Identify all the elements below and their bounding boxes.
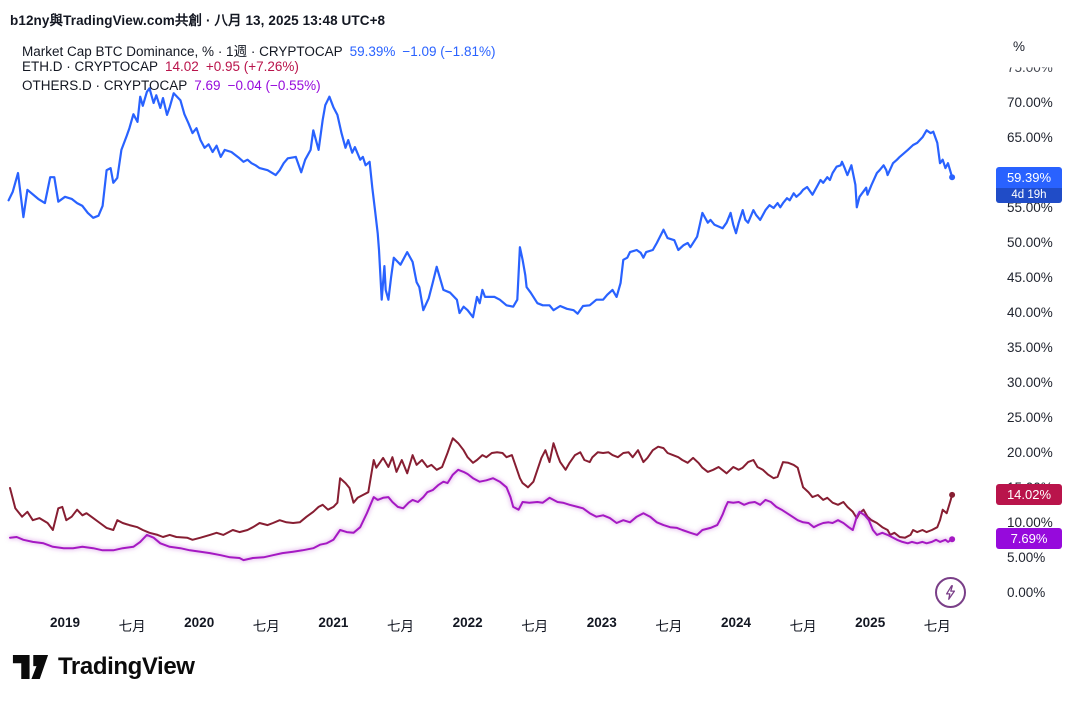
series-value-btc: 59.39% — [349, 44, 396, 59]
series-value-eth: 14.02 — [165, 59, 199, 74]
chart-legend: Market Cap BTC Dominance, % · 1週 · CRYPT… — [22, 40, 495, 97]
y-tick-65: 65.00% — [1007, 130, 1053, 145]
tradingview-logo[interactable]: TradingView — [12, 653, 195, 681]
x-tick-七月: 七月 — [118, 619, 146, 634]
series-change-eth: +0.95 (+7.26%) — [205, 59, 299, 74]
y-tick-75: 75.00% — [1007, 60, 1053, 75]
tradingview-wordmark: TradingView — [58, 653, 195, 680]
series-title-others: OTHERS.D · CRYPTOCAP — [22, 78, 188, 93]
legend-row-others-dominance[interactable]: OTHERS.D · CRYPTOCAP 7.69 −0.04 (−0.55%) — [22, 78, 495, 97]
y-tick-30: 30.00% — [1007, 375, 1053, 390]
series-title-eth: ETH.D · CRYPTOCAP — [22, 59, 159, 74]
x-tick-七月: 七月 — [387, 619, 414, 634]
price-label-value: 7.69% — [1010, 531, 1048, 547]
x-tick-七月: 七月 — [252, 619, 280, 634]
y-tick-40: 40.00% — [1007, 305, 1053, 320]
series-value-others: 7.69 — [194, 78, 221, 93]
series-line-others-d — [9, 468, 954, 562]
price-label-eth-dominance: 14.02% — [996, 483, 1062, 505]
x-tick-2025: 2025 — [855, 615, 886, 630]
attribution-text: b12ny與TradingView.com共創 · 八月 13, 2025 13… — [10, 13, 386, 28]
series-change-btc: −1.09 (−1.81%) — [402, 44, 496, 59]
x-tick-2019: 2019 — [49, 615, 81, 630]
last-value-dot — [949, 491, 956, 498]
y-tick-55: 55.00% — [1007, 200, 1053, 215]
bar-countdown: 4d 19h — [996, 187, 1062, 203]
series-line-eth-d — [9, 437, 954, 541]
x-tick-2021: 2021 — [318, 615, 349, 630]
y-tick-10: 10.00% — [1007, 515, 1053, 530]
y-tick-25: 25.00% — [1007, 410, 1053, 425]
price-label-btc-dominance: 59.39% 4d 19h — [996, 166, 1062, 203]
tradingview-mark-icon — [12, 654, 49, 680]
x-tick-七月: 七月 — [521, 619, 549, 634]
y-tick-50: 50.00% — [1007, 235, 1053, 250]
x-tick-2023: 2023 — [586, 615, 617, 630]
legend-row-btc-dominance[interactable]: Market Cap BTC Dominance, % · 1週 · CRYPT… — [22, 40, 495, 59]
price-scale-unit: % — [1013, 39, 1026, 54]
x-tick-七月: 七月 — [655, 619, 683, 634]
lightning-icon — [945, 585, 956, 600]
y-tick-0: 0.00% — [1007, 585, 1046, 600]
x-tick-七月: 七月 — [923, 619, 951, 634]
legend-row-eth-dominance[interactable]: ETH.D · CRYPTOCAP 14.02 +0.95 (+7.26%) — [22, 59, 495, 78]
series-change-others: −0.04 (−0.55%) — [227, 78, 321, 93]
y-tick-70: 70.00% — [1007, 95, 1053, 110]
x-tick-2020: 2020 — [184, 615, 215, 630]
y-tick-35: 35.00% — [1007, 340, 1053, 355]
price-label-others-dominance: 7.69% — [996, 528, 1062, 550]
price-label-value: 14.02% — [1006, 486, 1052, 502]
boost-button[interactable] — [935, 577, 966, 608]
y-tick-5: 5.00% — [1007, 550, 1046, 565]
y-tick-20: 20.00% — [1007, 445, 1053, 460]
x-tick-2024: 2024 — [720, 615, 752, 630]
x-tick-七月: 七月 — [789, 619, 817, 634]
series-line-market-cap-btc-dominance- — [7, 87, 954, 319]
last-value-dot — [949, 174, 956, 181]
last-value-dot — [949, 536, 956, 543]
price-label-value: 59.39% — [1006, 169, 1052, 185]
x-tick-2022: 2022 — [452, 615, 483, 630]
y-tick-45: 45.00% — [1007, 270, 1053, 285]
series-title-btc: Market Cap BTC Dominance, % · 1週 · CRYPT… — [22, 44, 343, 59]
